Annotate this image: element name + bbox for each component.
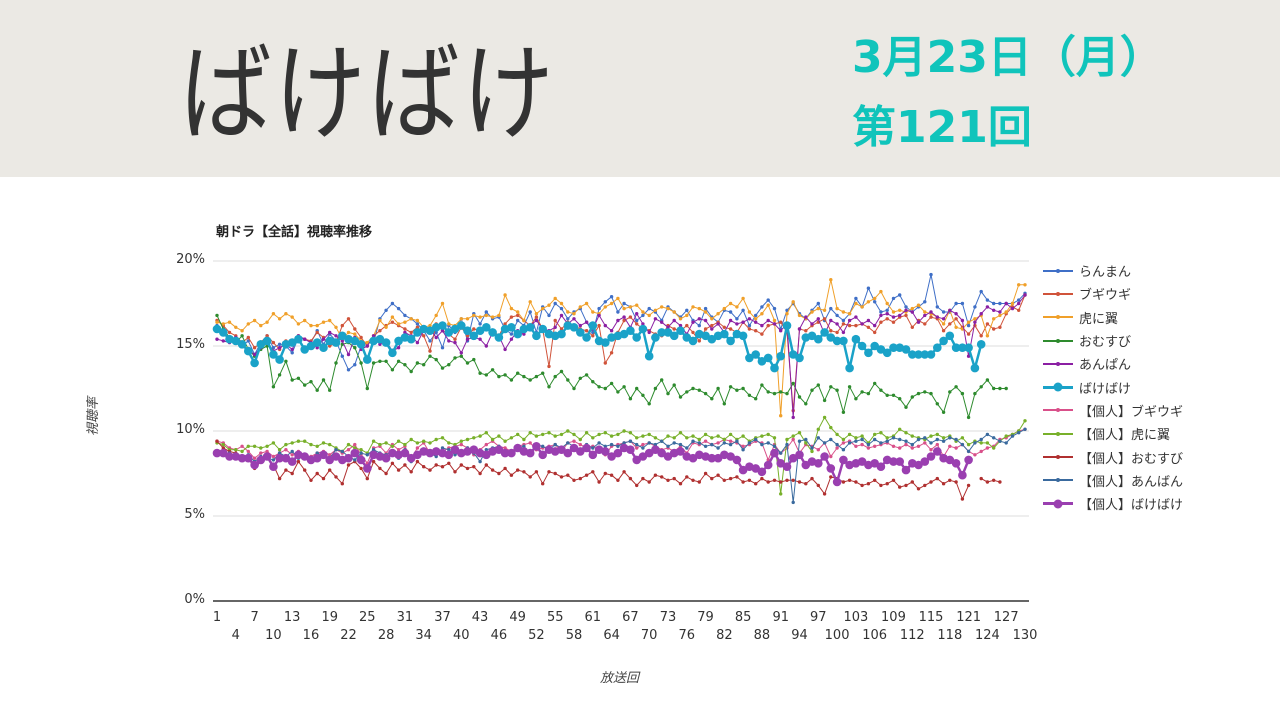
legend-line-marker-icon: [1043, 405, 1073, 415]
x-tick-label: 52: [528, 628, 545, 643]
legend-label: おむすび: [1079, 335, 1132, 351]
chart-legend: らんまんブギウギ虎に翼おむすびあんぱんばけばけ【個人】ブギウギ 【個人】虎に翼 【個…: [1043, 259, 1183, 515]
legend-item[interactable]: ばけばけ: [1043, 375, 1183, 398]
x-tick-label: 79: [697, 610, 714, 625]
x-tick-label: 118: [937, 628, 963, 643]
x-tick-label: 91: [772, 610, 789, 625]
x-tick-label: 25: [359, 610, 376, 625]
x-tick-label: 34: [415, 628, 432, 643]
legend-line-marker-icon: [1043, 266, 1073, 276]
x-tick-label: 109: [881, 610, 906, 625]
series-虎に翼: [215, 278, 1027, 418]
x-tick-label: 106: [862, 628, 888, 643]
x-tick-label: 94: [791, 628, 808, 643]
legend-item[interactable]: 虎に翼: [1043, 306, 1183, 329]
legend-label: 【個人】虎に翼: [1079, 428, 1171, 444]
x-axis-label: 放送回: [600, 671, 640, 686]
legend-label: 虎に翼: [1079, 311, 1119, 327]
x-tick-label: 46: [490, 628, 508, 643]
legend-line-marker-icon: [1043, 336, 1073, 346]
chart-title: 朝ドラ【全話】視聴率推移: [216, 225, 373, 240]
x-tick-label: 16: [302, 628, 320, 643]
legend-item[interactable]: 【個人】ブギウギ: [1043, 399, 1183, 422]
x-tick-label: 103: [843, 610, 869, 625]
x-tick-label: 49: [509, 610, 526, 625]
y-tick-label: 15%: [176, 337, 205, 352]
x-tick-label: 55: [546, 610, 564, 625]
y-tick-label: 0%: [184, 592, 205, 607]
legend-label: 【個人】ばけばけ: [1079, 498, 1184, 514]
legend-label: 【個人】あんばん: [1079, 474, 1184, 490]
x-tick-label: 28: [377, 628, 395, 643]
x-tick-label: 85: [734, 610, 752, 625]
legend-item[interactable]: 【個人】あんばん: [1043, 469, 1183, 492]
series-【個人】虎に翼: [215, 415, 1027, 496]
x-tick-label: 100: [824, 628, 850, 643]
legend-item[interactable]: 【個人】虎に翼: [1043, 422, 1183, 445]
x-tick-label: 127: [993, 610, 1019, 625]
series-あんぱん: [215, 293, 1027, 420]
x-tick-label: 82: [716, 628, 733, 643]
legend-line-marker-icon: [1043, 452, 1073, 462]
series-【個人】あんばん: [215, 427, 1027, 505]
broadcast-date: 3月23日（月）: [852, 32, 1164, 83]
legend-item[interactable]: 【個人】おむすび: [1043, 445, 1183, 468]
x-tick-label: 10: [265, 628, 282, 643]
x-tick-label: 4: [231, 628, 240, 643]
legend-item[interactable]: あんぱん: [1043, 352, 1183, 375]
header-banner: ばけばけ 3月23日（月） 第121回: [0, 0, 1280, 177]
x-tick-label: 76: [678, 628, 696, 643]
legend-label: 【個人】おむすび: [1079, 451, 1184, 467]
series-【個人】ばけばけ: [212, 442, 973, 487]
episode-number: 第121回: [852, 102, 1032, 153]
legend-label: あんぱん: [1079, 358, 1132, 374]
x-tick-label: 1: [212, 610, 222, 625]
x-tick-label: 97: [810, 610, 827, 625]
x-tick-label: 124: [974, 628, 1000, 643]
x-tick-label: 112: [899, 628, 925, 643]
legend-label: らんまん: [1079, 265, 1132, 281]
x-tick-label: 19: [321, 610, 339, 625]
x-tick-label: 43: [471, 610, 489, 625]
x-tick-label: 61: [584, 610, 602, 625]
legend-line-marker-icon: [1043, 429, 1073, 439]
legend-line-marker-icon: [1043, 359, 1073, 369]
x-tick-label: 130: [1012, 628, 1038, 643]
show-title: ばけばけ: [180, 32, 557, 156]
x-tick-label: 37: [434, 610, 451, 625]
y-tick-label: 5%: [184, 507, 205, 522]
series-らんまん: [215, 272, 1027, 372]
x-tick-label: 88: [753, 628, 771, 643]
x-tick-label: 121: [956, 610, 982, 625]
legend-item[interactable]: 【個人】ばけばけ: [1043, 492, 1183, 515]
x-tick-label: 64: [603, 628, 620, 643]
x-tick-label: 67: [622, 610, 639, 625]
legend-item[interactable]: おむすび: [1043, 329, 1183, 352]
series-おむすび: [215, 313, 1008, 420]
y-tick-label: 20%: [176, 252, 205, 267]
legend-line-marker-icon: [1043, 382, 1073, 392]
legend-line-marker-icon: [1043, 499, 1073, 509]
legend-label: ブギウギ: [1079, 288, 1132, 304]
legend-line-marker-icon: [1043, 312, 1073, 322]
x-tick-label: 115: [918, 610, 944, 625]
legend-label: 【個人】ブギウギ: [1079, 404, 1184, 420]
x-tick-label: 58: [565, 628, 583, 643]
x-tick-label: 70: [640, 628, 658, 643]
y-tick-label: 10%: [176, 422, 205, 437]
x-tick-label: 13: [283, 610, 301, 625]
x-tick-label: 40: [452, 628, 470, 643]
series-ばけばけ: [212, 321, 986, 373]
legend-label: ばけばけ: [1079, 381, 1132, 397]
legend-line-marker-icon: [1043, 289, 1073, 299]
x-tick-label: 73: [659, 610, 677, 625]
legend-item[interactable]: らんまん: [1043, 259, 1183, 282]
legend-item[interactable]: ブギウギ: [1043, 282, 1183, 305]
x-tick-label: 31: [396, 610, 414, 625]
legend-line-marker-icon: [1043, 475, 1073, 485]
x-tick-label: 7: [250, 610, 259, 625]
x-tick-label: 22: [340, 628, 357, 643]
